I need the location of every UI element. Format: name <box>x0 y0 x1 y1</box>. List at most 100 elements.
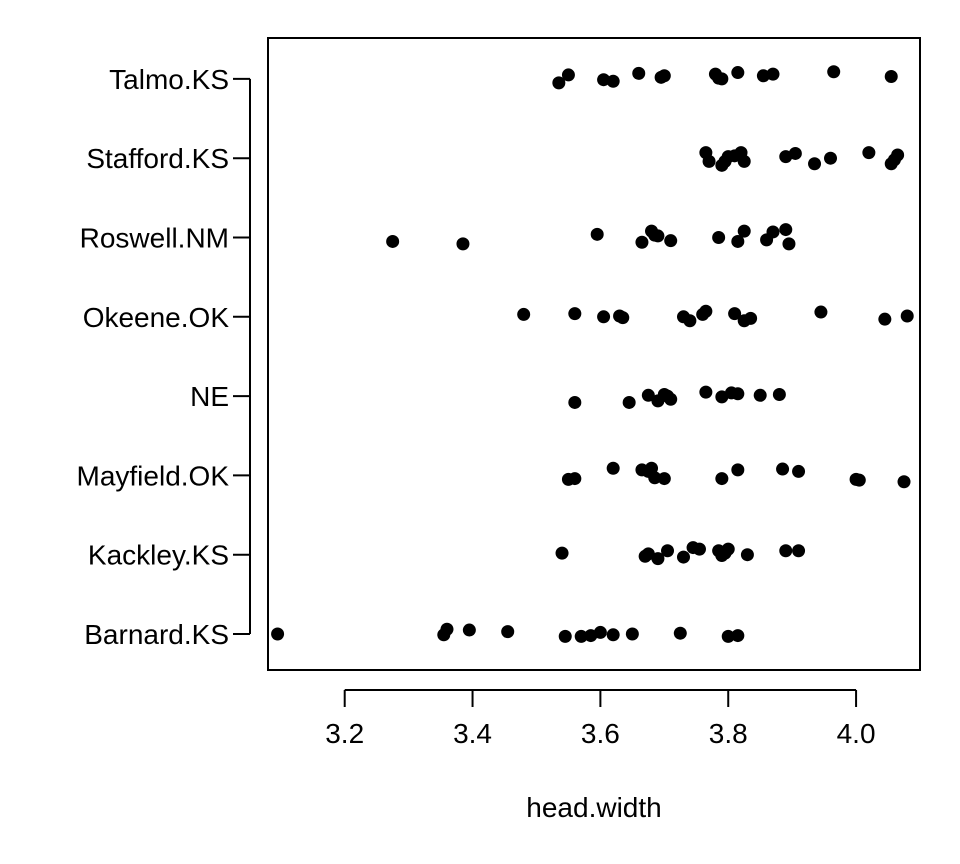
data-point <box>744 311 758 325</box>
data-point <box>606 74 620 88</box>
data-point <box>648 471 662 485</box>
data-point <box>699 304 713 318</box>
data-point <box>635 235 649 249</box>
data-point <box>657 69 671 83</box>
x-tick-label: 3.2 <box>325 718 364 749</box>
data-points <box>271 65 914 643</box>
data-point <box>501 625 515 639</box>
data-point <box>622 395 636 409</box>
data-point <box>606 461 620 475</box>
data-point <box>597 310 611 324</box>
data-point <box>597 73 611 87</box>
data-point <box>715 472 729 486</box>
data-point <box>891 148 905 162</box>
data-point <box>715 72 729 86</box>
data-point <box>664 392 678 406</box>
data-point <box>814 305 828 319</box>
data-point <box>606 628 620 642</box>
data-point <box>593 625 607 639</box>
data-point <box>728 307 742 321</box>
data-point <box>731 234 745 248</box>
data-point <box>568 395 582 409</box>
y-tick-label: Mayfield.OK <box>77 460 230 491</box>
data-point <box>558 629 572 643</box>
data-point <box>568 472 582 486</box>
y-tick-label: Barnard.KS <box>84 619 229 650</box>
data-point <box>779 223 793 237</box>
data-point <box>702 154 716 168</box>
data-point <box>737 224 751 238</box>
data-point <box>661 544 675 558</box>
data-point <box>808 157 822 171</box>
data-point <box>632 66 646 80</box>
data-point <box>766 225 780 239</box>
data-point <box>788 146 802 160</box>
data-point <box>792 544 806 558</box>
data-point <box>776 462 790 476</box>
data-point <box>753 388 767 402</box>
data-point <box>517 307 531 321</box>
x-tick-label: 3.4 <box>453 718 492 749</box>
x-axis: 3.2 3.4 3.6 3.8 4.0 <box>325 689 876 749</box>
data-point <box>897 475 911 489</box>
data-point <box>792 464 806 478</box>
data-point <box>779 544 793 558</box>
data-point <box>386 234 400 248</box>
y-tick-label: Stafford.KS <box>86 143 229 174</box>
data-point <box>462 623 476 637</box>
data-point <box>772 388 786 402</box>
data-point <box>766 67 780 81</box>
data-point <box>676 550 690 564</box>
data-point <box>699 385 713 399</box>
x-tick-label: 3.6 <box>581 718 620 749</box>
data-point <box>737 154 751 168</box>
data-point <box>641 388 655 402</box>
data-point <box>625 627 639 641</box>
data-point <box>683 314 697 328</box>
data-point <box>824 151 838 165</box>
data-point <box>568 307 582 321</box>
y-tick-label: NE <box>190 381 229 412</box>
data-point <box>574 629 588 643</box>
x-axis-title: head.width <box>526 792 661 823</box>
data-point <box>878 312 892 326</box>
y-axis: Barnard.KS Kackley.KS Mayfield.OK NE Okeene.… <box>77 64 251 650</box>
data-point <box>271 627 285 641</box>
data-point <box>884 70 898 84</box>
data-point <box>827 65 841 79</box>
data-point <box>561 68 575 82</box>
data-point <box>731 387 745 401</box>
data-point <box>862 146 876 160</box>
data-point <box>740 548 754 562</box>
x-tick-label: 3.8 <box>709 718 748 749</box>
data-point <box>664 234 678 248</box>
data-point <box>552 76 566 90</box>
y-tick-label: Roswell.NM <box>80 223 229 254</box>
data-point <box>731 629 745 643</box>
data-point <box>731 66 745 80</box>
data-point <box>756 69 770 83</box>
data-point <box>673 626 687 640</box>
data-point <box>456 237 470 251</box>
data-point <box>782 237 796 251</box>
data-point <box>657 472 671 486</box>
data-point <box>555 546 569 560</box>
data-point <box>692 542 706 556</box>
data-point <box>651 552 665 566</box>
data-point <box>721 629 735 643</box>
y-tick-label: Kackley.KS <box>88 540 229 571</box>
data-point <box>616 311 630 325</box>
data-point <box>590 227 604 241</box>
plot-frame <box>267 37 921 671</box>
x-tick-label: 4.0 <box>837 718 876 749</box>
data-point <box>731 463 745 477</box>
y-tick-label: Okeene.OK <box>83 302 230 333</box>
y-tick-label: Talmo.KS <box>109 64 229 95</box>
data-point <box>651 229 665 243</box>
data-point <box>721 542 735 556</box>
data-point <box>852 473 866 487</box>
data-point <box>900 309 914 323</box>
data-point <box>641 547 655 561</box>
data-point <box>440 622 454 636</box>
